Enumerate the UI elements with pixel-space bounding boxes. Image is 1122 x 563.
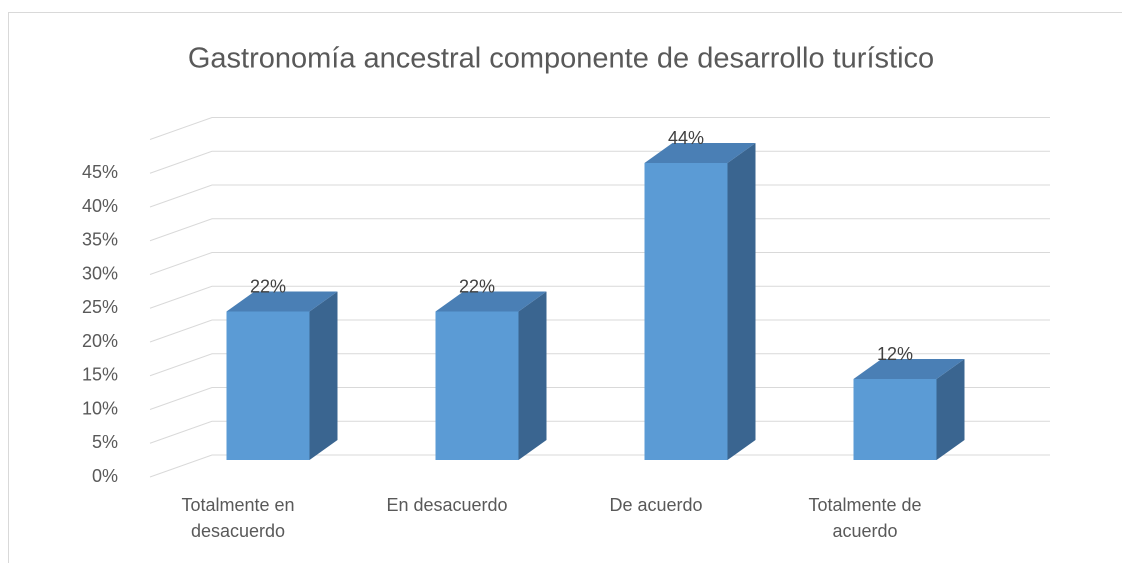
grid-line [149,319,1050,343]
chart-title: Gastronomía ancestral componente de desa… [188,43,934,75]
bar [226,311,310,460]
x-tick-label: En desacuerdo [386,495,508,515]
data-label: 22% [459,276,495,296]
grid-line [149,218,1050,242]
y-tick-label: 5% [92,432,118,452]
x-tick-label: Totalmente en desacuerdo [181,495,295,541]
y-tick-label: 20% [82,331,118,351]
y-tick-label: 0% [92,466,118,486]
bar-top [853,359,965,379]
grid-line [149,150,1050,174]
x-tick-label: Totalmente de acuerdo [808,495,922,541]
bar-side [727,143,756,460]
bar [853,379,937,460]
grid-line [149,184,1050,208]
y-tick-label: 15% [82,365,118,385]
chart-border [8,12,1122,563]
y-tick-label: 30% [82,263,118,283]
bar [435,311,519,460]
bar-side [309,291,338,460]
x-tick-label: De acuerdo [609,495,703,515]
grid-line [149,353,1050,377]
y-tick-label: 25% [82,297,118,317]
bar-top [226,291,338,312]
grid-line [149,285,1050,309]
grid-line [149,117,1050,140]
bar-top [644,143,756,163]
grid-line [149,454,1050,478]
data-label: 12% [877,344,913,364]
y-tick-label: 45% [82,162,118,182]
grid-line [149,387,1050,410]
data-label: 22% [250,276,286,296]
y-tick-label: 35% [82,230,118,250]
bar-top [435,291,547,312]
grid-line [149,252,1050,275]
grid-line [149,420,1050,444]
bar-side [936,359,965,460]
y-tick-label: 10% [82,398,118,418]
bar-side [518,291,547,460]
bar [644,163,728,460]
y-tick-label: 40% [82,196,118,216]
data-label: 44% [668,128,704,148]
